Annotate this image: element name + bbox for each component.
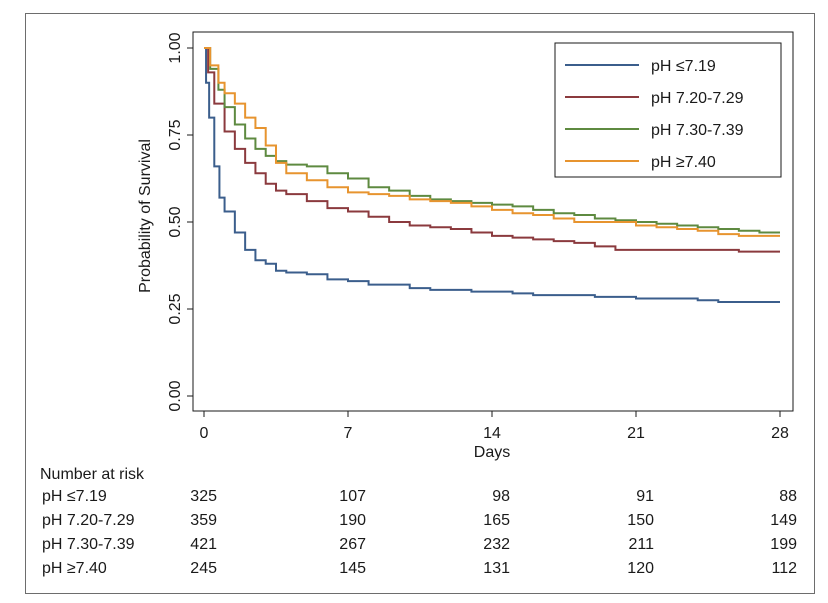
legend-label: pH 7.20-7.29 [651, 90, 744, 107]
y-tick-label: 0.25 [167, 293, 184, 324]
series-line-4 [204, 47, 780, 237]
risk-cell: 199 [770, 536, 797, 553]
risk-row-label: pH ≤7.19 [42, 488, 107, 505]
risk-cell: 112 [771, 560, 797, 577]
risk-cell: 245 [190, 560, 217, 577]
risk-cell: 211 [628, 536, 654, 553]
y-tick-label: 1.00 [167, 32, 184, 63]
y-tick-label: 0.75 [167, 119, 184, 150]
legend-label: pH ≤7.19 [651, 58, 716, 75]
x-tick-label: 28 [771, 425, 789, 442]
survival-chart: 0 7 14 21 28 Days 0.00 0.25 0.50 0.75 1.00 Probabil… [137, 31, 794, 461]
risk-row: pH ≥7.40 245 145 131 120 112 [0, 560, 828, 582]
risk-cell: 149 [770, 512, 797, 529]
y-tick-label: 0.50 [167, 206, 184, 237]
risk-cell: 267 [339, 536, 366, 553]
legend-label: pH 7.30-7.39 [651, 122, 744, 139]
risk-cell: 91 [636, 488, 654, 505]
risk-cell: 98 [492, 488, 510, 505]
risk-cell: 165 [483, 512, 510, 529]
risk-row: pH 7.20-7.29 359 190 165 150 149 [0, 512, 828, 534]
risk-cell: 120 [627, 560, 654, 577]
risk-cell: 150 [627, 512, 654, 529]
risk-cell: 145 [339, 560, 366, 577]
series-line-2 [204, 47, 780, 253]
risk-cell: 131 [483, 560, 510, 577]
y-tick-label: 0.00 [167, 380, 184, 411]
risk-cell: 325 [190, 488, 217, 505]
x-tick-label: 0 [200, 425, 209, 442]
risk-row-label: pH 7.30-7.39 [42, 536, 135, 553]
legend-label: pH ≥7.40 [651, 154, 716, 171]
risk-cell: 88 [779, 488, 797, 505]
x-tick-label: 21 [627, 425, 645, 442]
risk-row-label: pH 7.20-7.29 [42, 512, 135, 529]
x-axis-label: Days [474, 444, 510, 461]
risk-row-label: pH ≥7.40 [42, 560, 107, 577]
risk-cell: 190 [339, 512, 366, 529]
series-line-3 [204, 47, 780, 234]
risk-row: pH ≤7.19 325 107 98 91 88 [0, 488, 828, 510]
risk-cell: 421 [190, 536, 217, 553]
series-line-1 [204, 47, 780, 304]
x-tick-label: 14 [483, 425, 501, 442]
risk-row: pH 7.30-7.39 421 267 232 211 199 [0, 536, 828, 558]
risk-cell: 232 [483, 536, 510, 553]
risk-cell: 107 [339, 488, 366, 505]
y-axis-label: Probability of Survival [137, 139, 154, 293]
risk-cell: 359 [190, 512, 217, 529]
x-tick-label: 7 [344, 425, 353, 442]
risk-table-title: Number at risk [40, 466, 145, 483]
